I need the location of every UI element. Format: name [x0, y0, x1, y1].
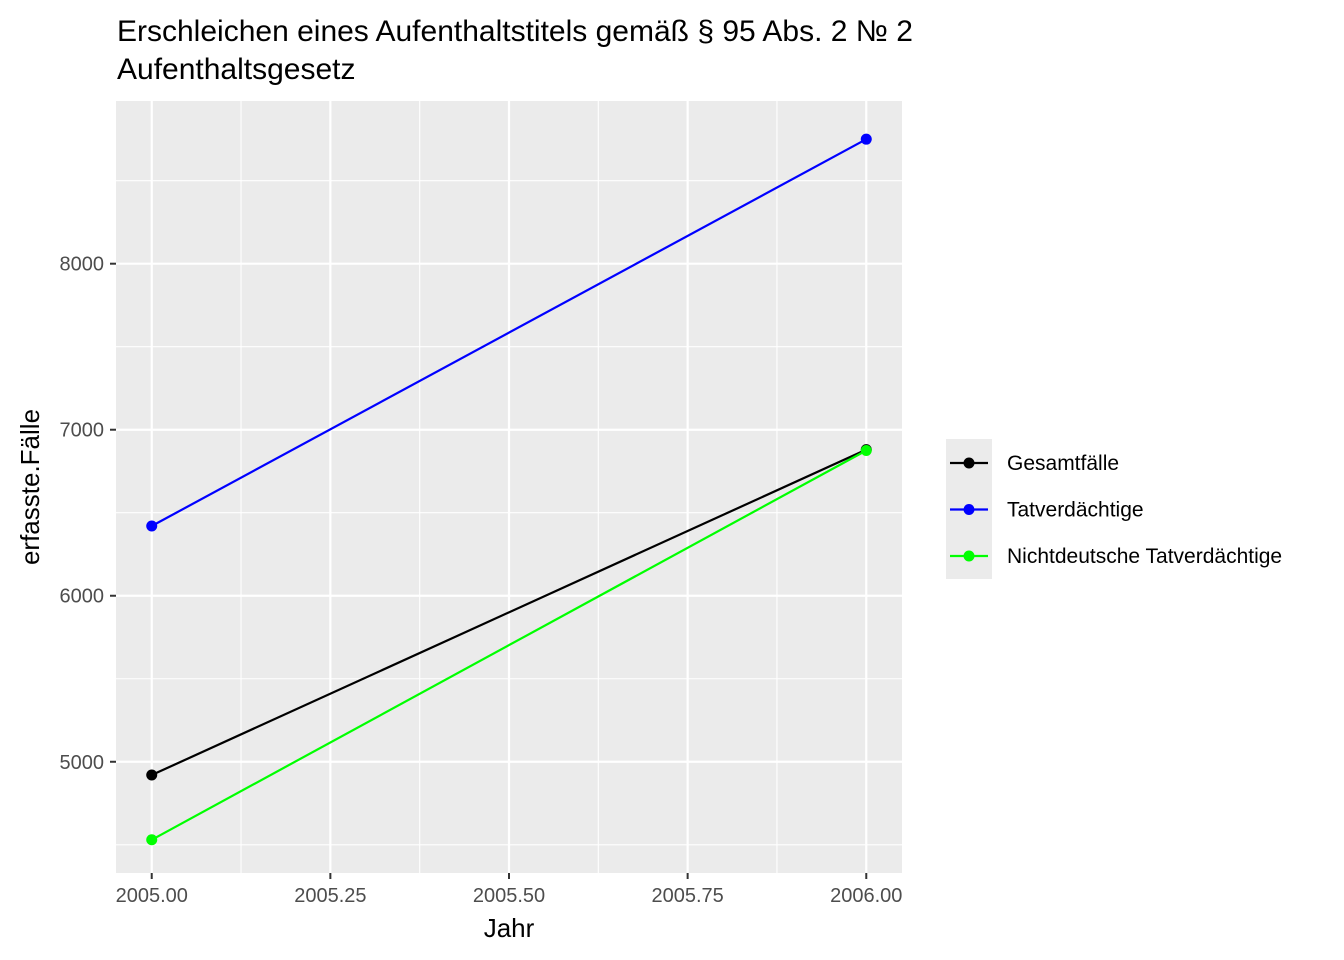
legend-label: Tatverdächtige [1007, 499, 1144, 522]
legend: Gesamtfälle Tatverdächtige Nichtdeutsche T… [946, 439, 1282, 579]
x-tick-label: 2005.00 [116, 885, 188, 907]
data-point [860, 444, 872, 456]
x-axis-title: Jahr [484, 913, 535, 943]
x-tick-label: 2006.00 [830, 885, 902, 907]
major-gridlines [116, 101, 902, 873]
data-point [146, 520, 158, 532]
legend-label: Gesamtfälle [1007, 452, 1119, 475]
chart-title-line-2: Aufenthaltsgesetz [117, 53, 356, 86]
chart-title-line-1: Erschleichen eines Aufenthaltstitels gem… [117, 15, 913, 48]
y-tick-label: 7000 [60, 420, 105, 442]
data-point [860, 133, 872, 145]
data-point [146, 769, 158, 781]
y-tick-label: 5000 [60, 752, 105, 774]
legend-key-point [963, 550, 975, 562]
y-tick-label: 6000 [60, 586, 105, 608]
x-tick-label: 2005.25 [294, 885, 366, 907]
x-tick-label: 2005.50 [473, 885, 545, 907]
series-line [151, 448, 867, 777]
y-axis-title: erfasste.Fälle [15, 409, 45, 565]
series-line [151, 138, 867, 527]
legend-key-point [963, 504, 975, 515]
y-tick-label: 8000 [60, 254, 105, 276]
axes: 2005.00 2005.25 2005.50 2005.75 2006.00 5000 6… [60, 254, 903, 907]
data-point [146, 834, 158, 846]
legend-key-point [963, 457, 975, 469]
series-line [151, 449, 867, 841]
x-tick-label: 2005.75 [651, 885, 723, 907]
legend-label: Nichtdeutsche Tatverdächtige [1007, 545, 1282, 568]
series-layer [146, 133, 872, 846]
